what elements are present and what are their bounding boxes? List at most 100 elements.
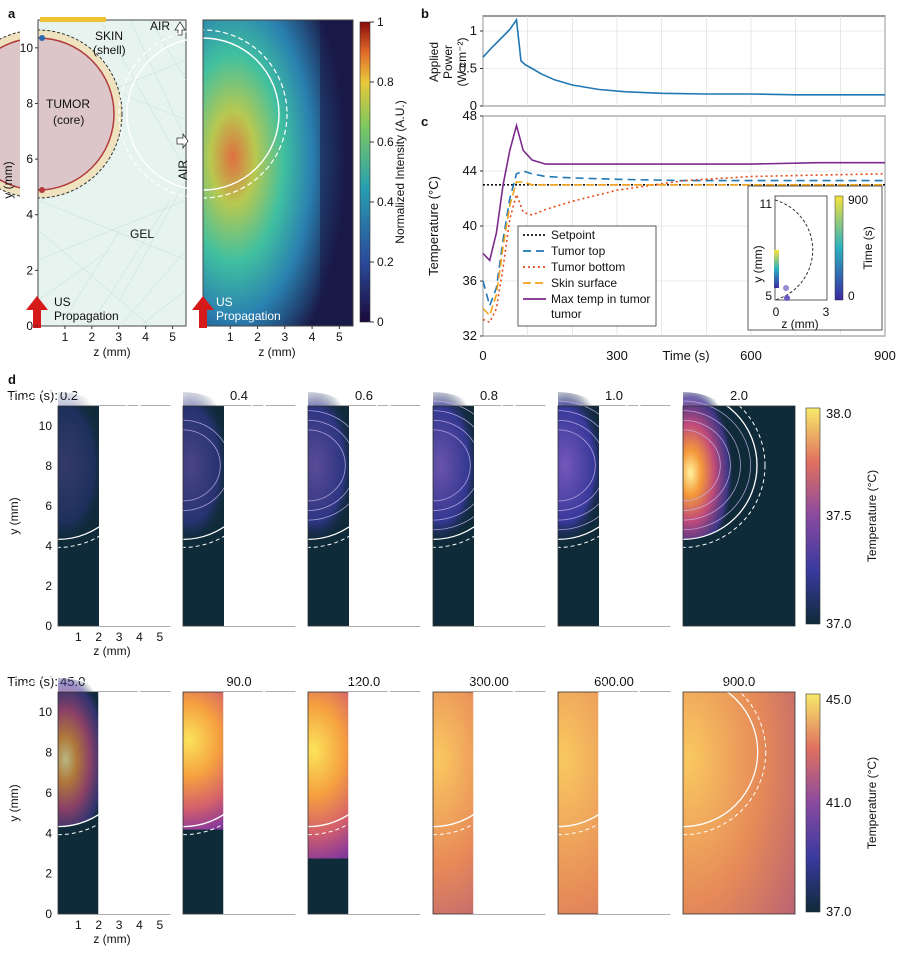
geometry-ytick-label: 0 xyxy=(26,319,33,333)
panel-label-d: d xyxy=(8,372,16,387)
heatmap-xtick-label: 3 xyxy=(116,918,123,932)
label-us: US xyxy=(54,295,71,309)
time-label: 1.0 xyxy=(605,388,623,403)
inset-ylabel: y (mm) xyxy=(751,245,765,282)
heatmap-xtick-label: 2 xyxy=(95,918,102,932)
time-label: 90.0 xyxy=(226,674,251,689)
inset-xlabel: z (mm) xyxy=(781,317,818,331)
inset-colorbar-label: Time (s) xyxy=(861,226,875,270)
intensity-axes: 1 2 3 4 5 xyxy=(227,326,343,344)
geometry-ytick-label: 10 xyxy=(20,41,34,55)
geometry-ytick-label: 2 xyxy=(26,263,33,277)
chart-b-ytick-label: 1 xyxy=(470,23,477,38)
heat-region xyxy=(683,692,795,914)
heatmap-ytick-label: 6 xyxy=(45,786,52,800)
temperature-colorbar-tick: 41.0 xyxy=(826,795,851,810)
label-tumor: TUMOR xyxy=(46,97,90,111)
intensity-colorbar-ticks: 0 0.2 0.4 0.6 0.8 1 xyxy=(370,15,394,329)
intensity-colorbar-tick: 0.4 xyxy=(377,195,394,209)
label-shell: (shell) xyxy=(93,43,126,57)
temperature-colorbar-tick: 37.5 xyxy=(826,508,851,523)
chart-c-xlabel: Time (s) xyxy=(662,348,709,363)
geometry-xtick-label: 1 xyxy=(62,330,69,344)
time-label: 600.00 xyxy=(594,674,634,689)
intensity-colorbar-tick: 0 xyxy=(377,315,384,329)
heatmap-frame xyxy=(682,691,796,915)
chart-b-frame xyxy=(482,15,886,107)
chart-b-ytick-label: 0.5 xyxy=(459,61,477,76)
chart-c-legend-label-cont: tumor xyxy=(551,307,582,321)
label-skin: SKIN xyxy=(95,29,123,43)
inset-points xyxy=(774,250,779,288)
intensity-colorbar-tick: 1 xyxy=(377,15,384,29)
inset-xtick-label: 3 xyxy=(823,305,830,319)
air-arrow-up-icon xyxy=(174,21,186,36)
inset-colorbar xyxy=(834,195,844,301)
chart-c-legend xyxy=(517,225,657,327)
intensity-colorbar-label: Normalized Intensity (A.U.) xyxy=(393,100,407,243)
chart-c-xtick-label: 0 xyxy=(479,348,486,363)
time-label: 0.6 xyxy=(355,388,373,403)
temperature-colorbar-tick: 37.0 xyxy=(826,616,851,631)
chart-c-ylabel: Temperature (°C) xyxy=(426,176,441,276)
heatmap-ytick-label: 4 xyxy=(45,539,52,553)
mask-top xyxy=(38,12,186,20)
intensity-xtick-label: 5 xyxy=(336,330,343,344)
heatmap-xtick-label: 1 xyxy=(75,630,82,644)
temperature-colorbar-tick: 37.0 xyxy=(826,904,851,919)
heatmap-frame xyxy=(682,405,796,627)
intensity-label-us: US xyxy=(216,295,233,309)
chart-c-legend-label: Max temp in tumor xyxy=(551,292,650,306)
chart-c-series-line-2 xyxy=(482,173,886,324)
isotherm xyxy=(307,429,346,502)
temperature-colorbar-tick: 38.0 xyxy=(826,406,851,421)
intensity-xtick-label: 1 xyxy=(227,330,234,344)
chart-b-series-line-0 xyxy=(482,17,885,96)
label-gel: GEL xyxy=(130,227,154,241)
intensity-plot: US Propagation xyxy=(118,19,354,328)
heatmap-ytick-label: 10 xyxy=(39,705,53,719)
inset-ytick-label: 11 xyxy=(760,197,773,211)
inset-ytick-label: 5 xyxy=(765,289,772,303)
heatmap-ytick-label: 10 xyxy=(39,419,53,433)
intensity-xtick-label: 4 xyxy=(309,330,316,344)
temperature-colorbar xyxy=(805,407,821,625)
chart-b-ylabel: Power xyxy=(441,45,455,79)
heatmap-ytick-label: 8 xyxy=(45,746,52,760)
heatmap-ytick-label: 2 xyxy=(45,867,52,881)
chart-b-ylabel: Applied xyxy=(427,42,441,82)
inset-point xyxy=(783,285,789,291)
chart-c-ytick-label: 36 xyxy=(463,273,477,288)
chart-c-legend-label: Tumor top xyxy=(551,244,606,258)
intensity-label-propagation: Propagation xyxy=(216,309,281,323)
temperature-colorbar-label: Temperature (°C) xyxy=(865,757,879,849)
inset-colorbar-tick: 900 xyxy=(848,193,868,207)
heatmap-ytick-label: 0 xyxy=(45,907,52,921)
inset-tumor-outline xyxy=(774,199,814,301)
label-core: (core) xyxy=(53,113,84,127)
temperature-colorbar xyxy=(805,693,821,913)
inset-xtick-label: 0 xyxy=(773,305,780,319)
heatmap-xtick-label: 4 xyxy=(136,918,143,932)
intensity-xtick-label: 2 xyxy=(254,330,261,344)
panel-label-b: b xyxy=(421,6,429,21)
chart-c-legend-label: Skin surface xyxy=(551,276,617,290)
us-arrow-icon xyxy=(26,296,48,328)
heatmap-ytick-label: 4 xyxy=(45,826,52,840)
heatmap-ytick-label: 2 xyxy=(45,579,52,593)
point-top xyxy=(39,35,45,41)
geometry-plot: SKIN (shell) TUMOR (core) GEL AIR AIR US… xyxy=(0,12,190,328)
chart-c-ytick-label: 48 xyxy=(463,108,477,123)
isotherm xyxy=(682,410,741,521)
chart-c-ytick-label: 32 xyxy=(463,328,477,343)
chart-c-ytick-label: 40 xyxy=(463,218,477,233)
time-label: 2.0 xyxy=(730,388,748,403)
temperature-colorbar-tick: 45.0 xyxy=(826,692,851,707)
panel-label-a: a xyxy=(8,6,16,21)
heatmap-xtick-label: 5 xyxy=(156,918,163,932)
inset-plot xyxy=(774,195,828,301)
time-label: 120.0 xyxy=(348,674,381,689)
